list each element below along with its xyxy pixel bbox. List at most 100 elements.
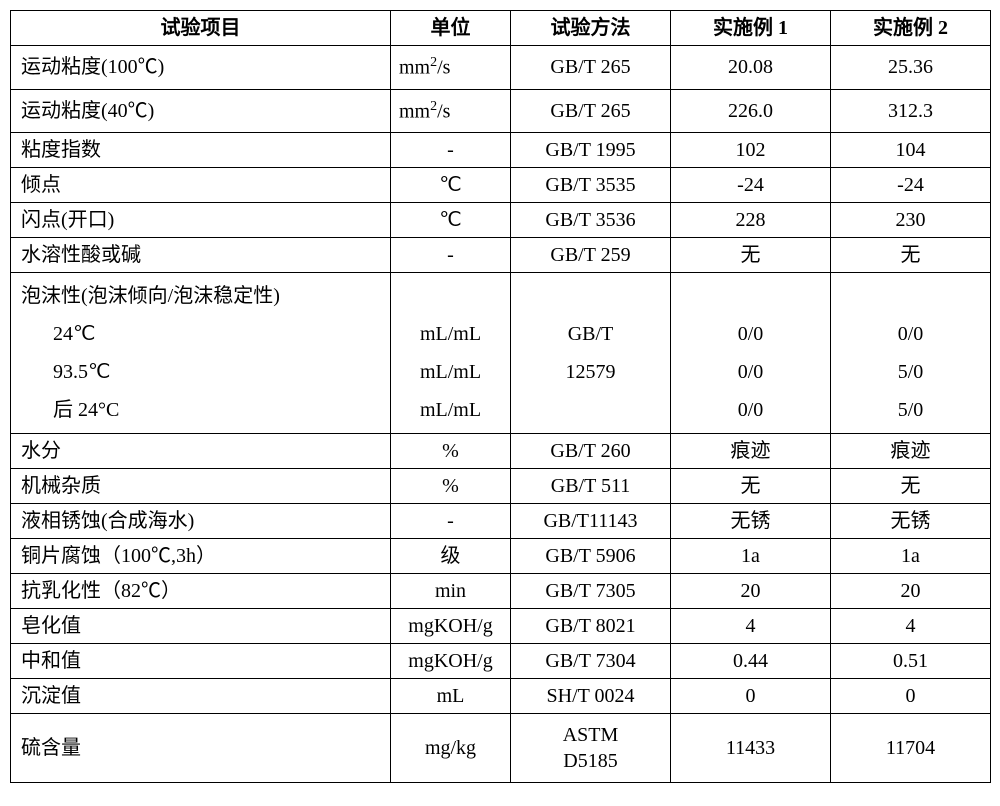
table-row: 硫含量 mg/kg ASTM D5185 11433 11704	[11, 714, 991, 783]
cell-ex1: 无锈	[671, 504, 831, 539]
table-row: 运动粘度(40℃) mm2/s GB/T 265 226.0 312.3	[11, 89, 991, 133]
cell-ex1: 0.44	[671, 644, 831, 679]
foam-unit2: mL/mL	[420, 361, 481, 383]
cell-ex2: 104	[831, 133, 991, 168]
cell-unit: mm2/s	[391, 46, 511, 90]
table-row: 液相锈蚀(合成海水) - GB/T11143 无锈 无锈	[11, 504, 991, 539]
col-header-method: 试验方法	[511, 11, 671, 46]
cell-ex1: 11433	[671, 714, 831, 783]
foam-ex1-3: 0/0	[738, 399, 764, 421]
table-row: 水分 % GB/T 260 痕迹 痕迹	[11, 434, 991, 469]
cell-ex1: 102	[671, 133, 831, 168]
cell-item: 皂化值	[11, 609, 391, 644]
foam-method-l2: 12579	[566, 361, 616, 383]
cell-ex2: -24	[831, 168, 991, 203]
cell-method: GB/T 7304	[511, 644, 671, 679]
cell-unit: mL	[391, 679, 511, 714]
cell-ex2-foam: 0/0 5/0 5/0	[831, 273, 991, 434]
foam-sub1: 24℃	[53, 323, 95, 345]
foam-sub2: 93.5℃	[53, 361, 110, 383]
col-header-item: 试验项目	[11, 11, 391, 46]
cell-method: GB/T 260	[511, 434, 671, 469]
cell-method: GB/T 8021	[511, 609, 671, 644]
cell-ex1: 0	[671, 679, 831, 714]
cell-method: GB/T 511	[511, 469, 671, 504]
table-row-foam: 泡沫性(泡沫倾向/泡沫稳定性) 24℃ 93.5℃ 后 24°C mL/mL m…	[11, 273, 991, 434]
cell-ex2: 0	[831, 679, 991, 714]
cell-ex2: 20	[831, 574, 991, 609]
cell-ex2: 11704	[831, 714, 991, 783]
cell-ex1: 20	[671, 574, 831, 609]
cell-unit: mgKOH/g	[391, 644, 511, 679]
cell-ex1: 226.0	[671, 89, 831, 133]
cell-ex1: 4	[671, 609, 831, 644]
cell-item: 闪点(开口)	[11, 203, 391, 238]
cell-ex2: 痕迹	[831, 434, 991, 469]
method-l1: ASTM	[563, 724, 619, 746]
table-row: 倾点 ℃ GB/T 3535 -24 -24	[11, 168, 991, 203]
foam-title: 泡沫性(泡沫倾向/泡沫稳定性)	[21, 285, 280, 307]
table-row: 皂化值 mgKOH/g GB/T 8021 4 4	[11, 609, 991, 644]
cell-ex2: 无锈	[831, 504, 991, 539]
cell-method: GB/T 3535	[511, 168, 671, 203]
cell-method: GB/T 259	[511, 238, 671, 273]
method-l2: D5185	[563, 750, 617, 772]
cell-unit: %	[391, 469, 511, 504]
cell-ex2: 312.3	[831, 89, 991, 133]
cell-ex1: 20.08	[671, 46, 831, 90]
cell-method: GB/T 3536	[511, 203, 671, 238]
cell-method: SH/T 0024	[511, 679, 671, 714]
foam-ex2-3: 5/0	[898, 399, 924, 421]
cell-method: GB/T 1995	[511, 133, 671, 168]
cell-unit: mgKOH/g	[391, 609, 511, 644]
cell-ex1: 228	[671, 203, 831, 238]
cell-ex2: 1a	[831, 539, 991, 574]
foam-method-l1: GB/T	[568, 323, 614, 345]
cell-ex2: 无	[831, 238, 991, 273]
cell-unit: ℃	[391, 168, 511, 203]
foam-ex1-1: 0/0	[738, 323, 764, 345]
table-row: 沉淀值 mL SH/T 0024 0 0	[11, 679, 991, 714]
cell-ex2: 0.51	[831, 644, 991, 679]
table-row: 机械杂质 % GB/T 511 无 无	[11, 469, 991, 504]
table-row: 中和值 mgKOH/g GB/T 7304 0.44 0.51	[11, 644, 991, 679]
cell-method: GB/T 7305	[511, 574, 671, 609]
cell-item: 铜片腐蚀（100℃,3h）	[11, 539, 391, 574]
table-row: 闪点(开口) ℃ GB/T 3536 228 230	[11, 203, 991, 238]
cell-item: 运动粘度(100℃)	[11, 46, 391, 90]
foam-ex2-1: 0/0	[898, 323, 924, 345]
cell-unit: ℃	[391, 203, 511, 238]
cell-ex1: 无	[671, 238, 831, 273]
cell-method: GB/T 5906	[511, 539, 671, 574]
cell-ex1-foam: 0/0 0/0 0/0	[671, 273, 831, 434]
foam-unit3: mL/mL	[420, 399, 481, 421]
cell-item: 机械杂质	[11, 469, 391, 504]
table-row: 抗乳化性（82℃） min GB/T 7305 20 20	[11, 574, 991, 609]
cell-ex1: -24	[671, 168, 831, 203]
col-header-ex1: 实施例 1	[671, 11, 831, 46]
cell-ex1: 无	[671, 469, 831, 504]
cell-unit: mg/kg	[391, 714, 511, 783]
cell-unit: -	[391, 504, 511, 539]
table-row: 粘度指数 - GB/T 1995 102 104	[11, 133, 991, 168]
cell-item: 中和值	[11, 644, 391, 679]
cell-ex2: 230	[831, 203, 991, 238]
cell-unit: -	[391, 133, 511, 168]
cell-item-foam: 泡沫性(泡沫倾向/泡沫稳定性) 24℃ 93.5℃ 后 24°C	[11, 273, 391, 434]
cell-unit: mm2/s	[391, 89, 511, 133]
table-row: 铜片腐蚀（100℃,3h） 级 GB/T 5906 1a 1a	[11, 539, 991, 574]
cell-method: GB/T11143	[511, 504, 671, 539]
cell-ex2: 4	[831, 609, 991, 644]
cell-unit: -	[391, 238, 511, 273]
cell-ex2: 无	[831, 469, 991, 504]
cell-unit: min	[391, 574, 511, 609]
cell-method-foam: GB/T 12579	[511, 273, 671, 434]
cell-item: 运动粘度(40℃)	[11, 89, 391, 133]
foam-unit1: mL/mL	[420, 323, 481, 345]
cell-item: 水溶性酸或碱	[11, 238, 391, 273]
cell-unit: %	[391, 434, 511, 469]
cell-ex1: 1a	[671, 539, 831, 574]
col-header-unit: 单位	[391, 11, 511, 46]
cell-method: GB/T 265	[511, 89, 671, 133]
cell-item: 水分	[11, 434, 391, 469]
